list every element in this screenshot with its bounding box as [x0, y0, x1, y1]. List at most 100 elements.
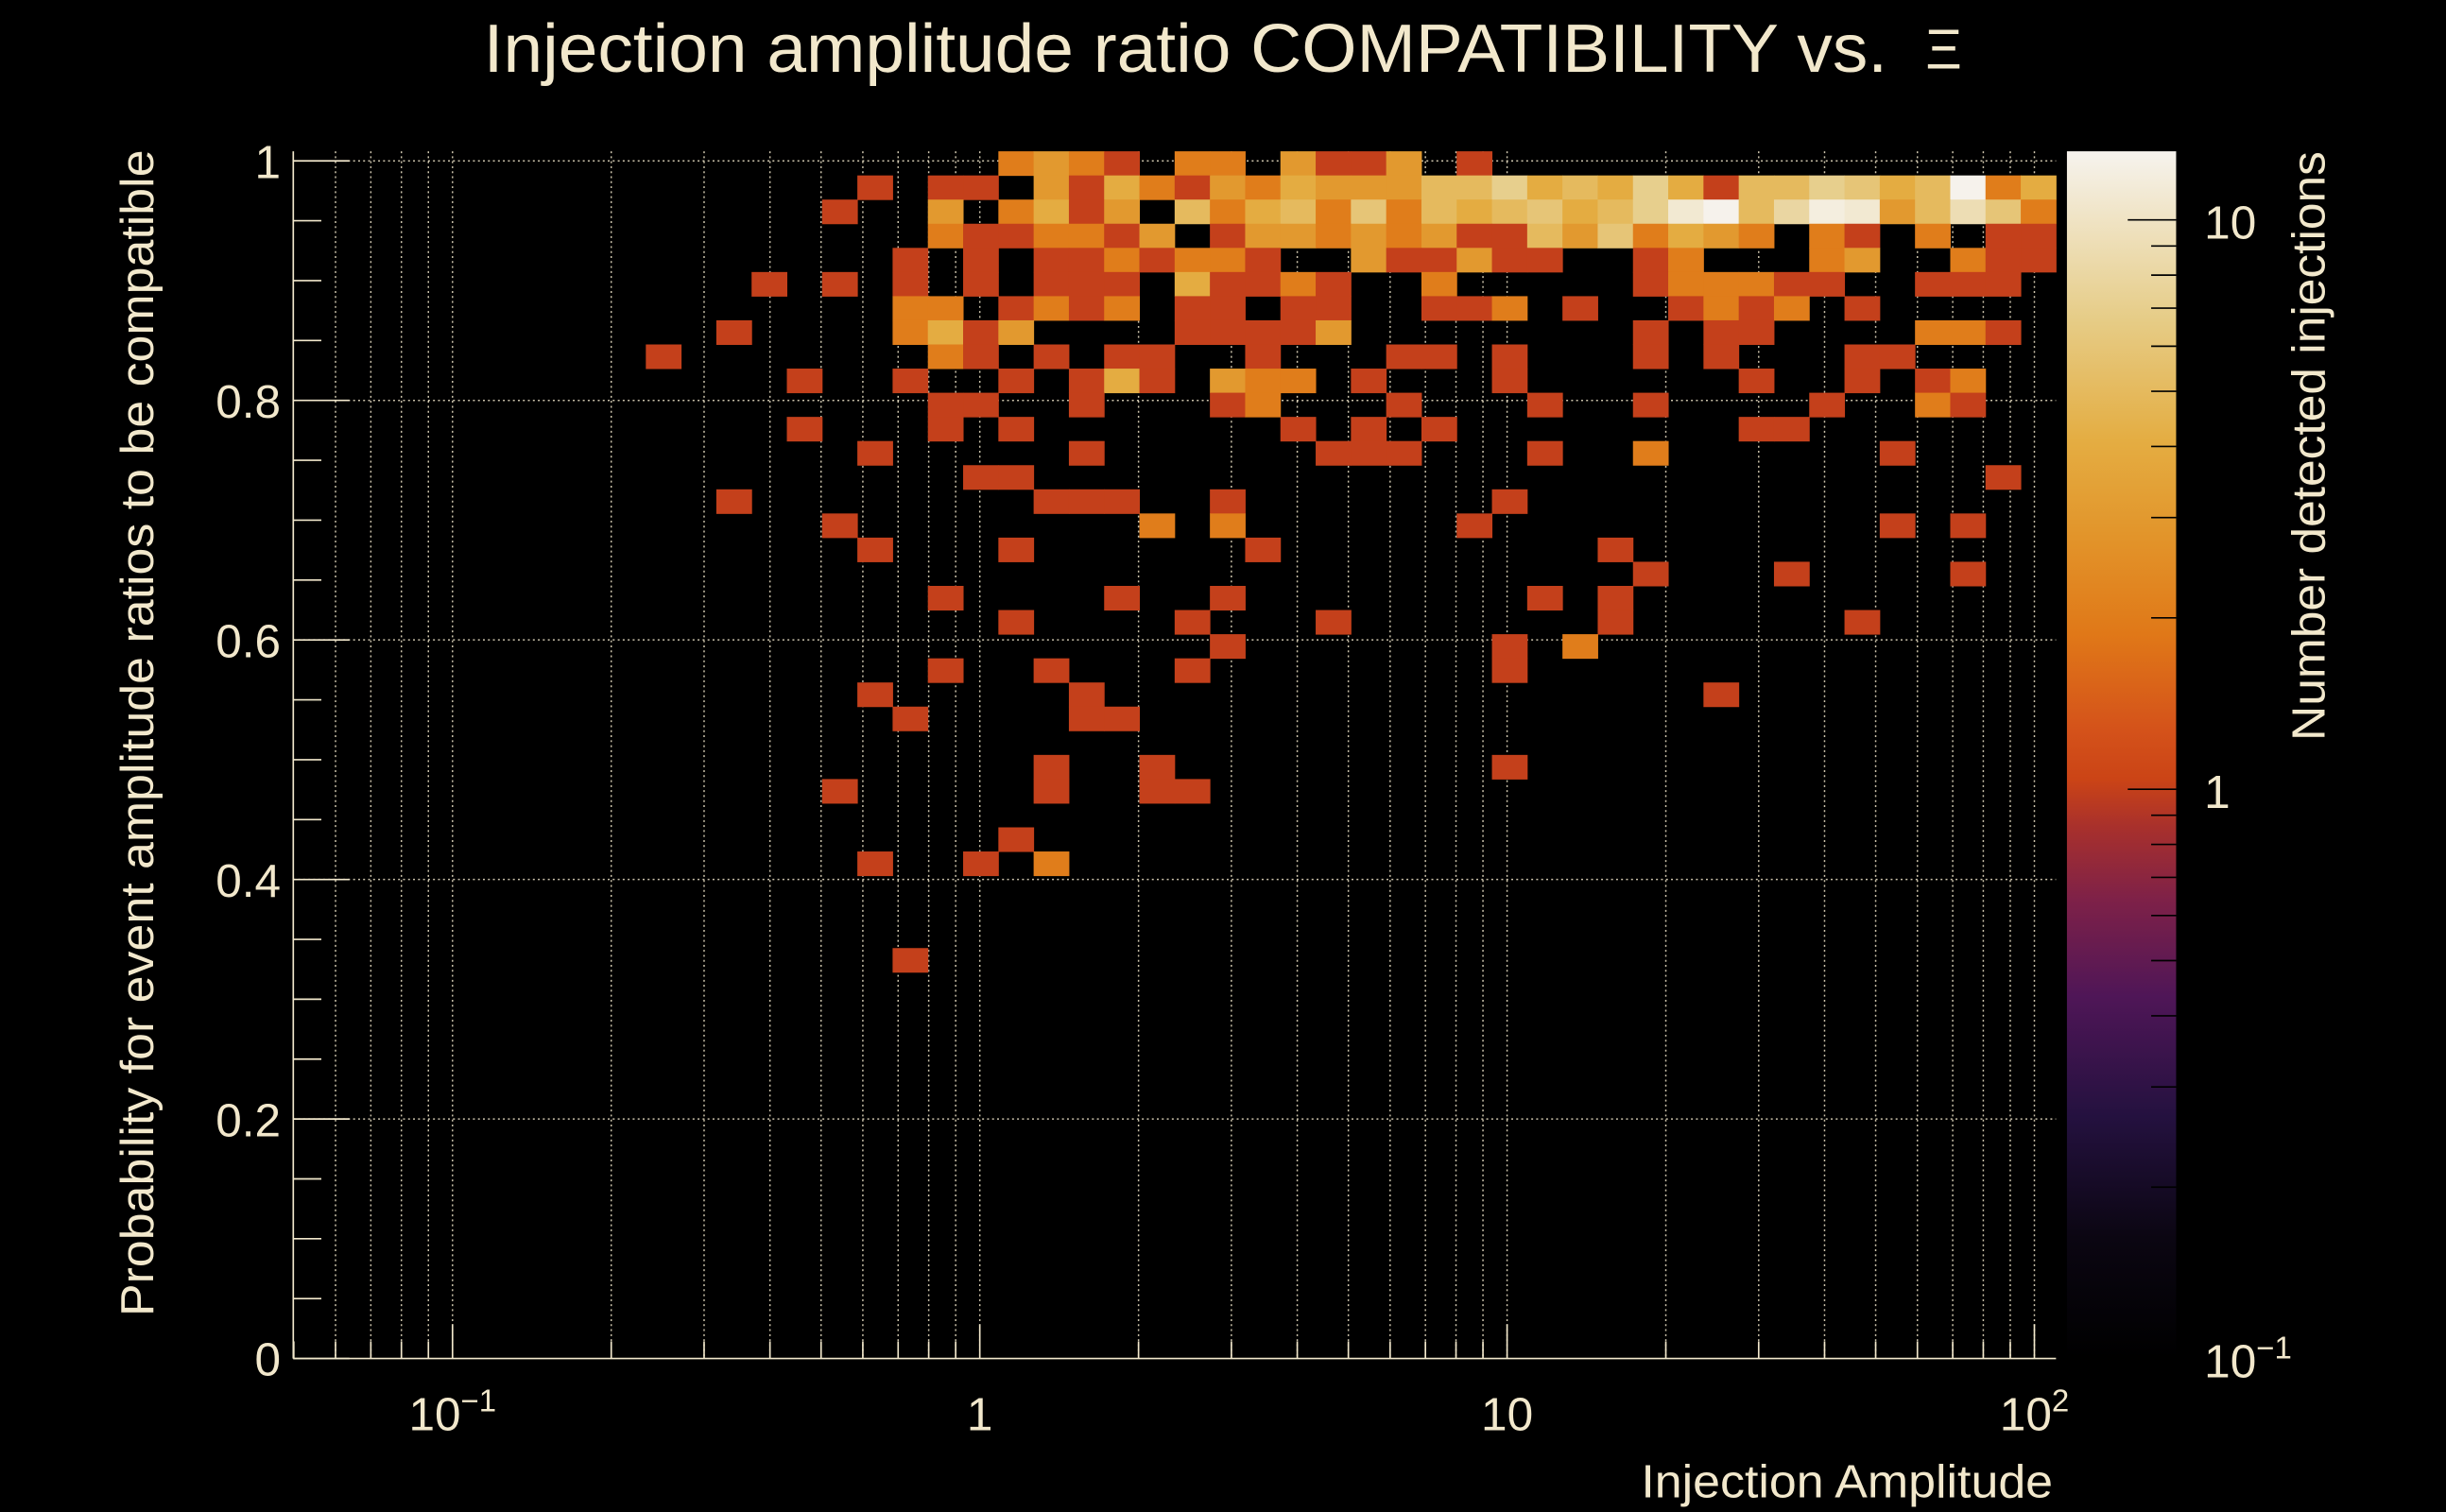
heatmap-cell — [1210, 392, 1246, 418]
heatmap-cell — [1632, 392, 1669, 418]
x-tick-label: 102 — [2000, 1383, 2069, 1441]
heatmap-cell — [1033, 199, 1070, 225]
heatmap-cell — [1139, 369, 1176, 394]
chart-title: Injection amplitude ratio COMPATIBILITY … — [484, 10, 1887, 87]
heatmap-cell — [1386, 199, 1422, 225]
color-scale-tick-label-base: 10 — [2204, 198, 2256, 249]
heatmap-cell — [1632, 199, 1669, 225]
heatmap-cell — [857, 175, 893, 200]
heatmap-cell — [1174, 248, 1211, 273]
heatmap-cell — [998, 199, 1035, 225]
heatmap-cell — [1033, 223, 1070, 249]
heatmap-cell — [1068, 223, 1105, 249]
heatmap-cell — [1703, 199, 1740, 225]
heatmap-cell — [857, 851, 893, 877]
heatmap-cell — [1104, 344, 1141, 369]
heatmap-cell — [1844, 248, 1881, 273]
heatmap-cell — [1139, 248, 1176, 273]
heatmap-cell — [1174, 779, 1211, 804]
heatmap-cell — [1491, 634, 1528, 660]
heatmap-cell — [1562, 199, 1598, 225]
heatmap-cell — [998, 319, 1035, 345]
heatmap-cell — [1632, 248, 1669, 273]
heatmap-cell — [1033, 658, 1070, 683]
heatmap-cell — [1703, 319, 1740, 345]
heatmap-cell — [1386, 175, 1422, 200]
heatmap-cell — [1104, 585, 1141, 611]
x-tick-label-base: 10 — [408, 1389, 460, 1441]
y-tick-label: 0.2 — [215, 1094, 281, 1146]
heatmap-cell — [1104, 175, 1141, 200]
heatmap-cell — [1632, 440, 1669, 466]
heatmap-cell — [1033, 271, 1070, 297]
heatmap-cell — [1104, 489, 1141, 514]
heatmap-cell — [1491, 223, 1528, 249]
heatmap-cell — [1456, 199, 1493, 225]
color-scale-tick-label-base: 1 — [2204, 766, 2231, 818]
heatmap-cell — [1245, 537, 1282, 562]
heatmap-cell — [715, 319, 752, 345]
heatmap-cell — [1950, 248, 1987, 273]
heatmap-cell — [1985, 271, 2022, 297]
heatmap-cell — [1915, 175, 1951, 200]
heatmap-cell — [1632, 175, 1669, 200]
heatmap-cell — [1210, 585, 1246, 611]
heatmap-cell — [1950, 175, 1987, 200]
heatmap-cell — [1738, 271, 1775, 297]
grid-lines — [293, 151, 2057, 1359]
heatmap-cell — [1562, 223, 1598, 249]
x-tick-label-base: 10 — [2000, 1389, 2052, 1441]
heatmap-cell — [892, 319, 929, 345]
y-tick-label: 0.4 — [215, 855, 281, 907]
heatmap-cell — [963, 392, 999, 418]
heatmap-cell — [821, 513, 858, 539]
heatmap-cell — [998, 537, 1035, 562]
heatmap-cell — [1174, 199, 1211, 225]
heatmap-cell — [1386, 151, 1422, 177]
heatmap-cell — [1879, 199, 1916, 225]
heatmap-cell — [1703, 682, 1740, 708]
heatmap-cell — [1703, 223, 1740, 249]
heatmap-cell — [927, 319, 964, 345]
heatmap-cell — [1033, 754, 1070, 780]
heatmap-cell — [1844, 175, 1881, 200]
heatmap-cell — [1915, 199, 1951, 225]
heatmap-cell — [1033, 344, 1070, 369]
y-tick-label: 1 — [255, 136, 282, 188]
heatmap-cell — [1950, 319, 1987, 345]
y-tick-label: 0 — [255, 1334, 282, 1386]
heatmap-cell — [1210, 296, 1246, 321]
heatmap-cell — [1280, 223, 1317, 249]
heatmap-cell — [1915, 319, 1951, 345]
heatmap-cell — [1351, 440, 1387, 466]
heatmap-cell — [998, 417, 1035, 442]
heatmap-cell — [892, 271, 929, 297]
heatmap-cell — [1421, 175, 1457, 200]
heatmap-cell — [1351, 199, 1387, 225]
heatmap-cell — [1316, 271, 1352, 297]
heatmap-cell — [1526, 392, 1563, 418]
heatmap-cell — [1068, 369, 1105, 394]
heatmap-cell — [1033, 151, 1070, 177]
heatmap-cell — [857, 682, 893, 708]
heatmap-cell — [1068, 392, 1105, 418]
heatmap-cell — [892, 296, 929, 321]
heatmap-cell — [1351, 417, 1387, 442]
axes — [292, 151, 2057, 1360]
heatmap-cell — [2021, 175, 2057, 200]
heatmap-cell — [646, 344, 682, 369]
heatmap-cell — [1632, 271, 1669, 297]
heatmap-cell — [892, 706, 929, 731]
heatmap-cell — [2021, 199, 2057, 225]
heatmap-cell — [1421, 417, 1457, 442]
heatmap-cell — [1491, 296, 1528, 321]
heatmap-cell — [1245, 248, 1282, 273]
heatmap-cell — [1280, 175, 1317, 200]
heatmap-cell — [1809, 199, 1846, 225]
heatmap-cell — [1174, 296, 1211, 321]
heatmap-cell — [821, 271, 858, 297]
heatmap-cell — [1421, 223, 1457, 249]
heatmap-cell — [1950, 369, 1987, 394]
